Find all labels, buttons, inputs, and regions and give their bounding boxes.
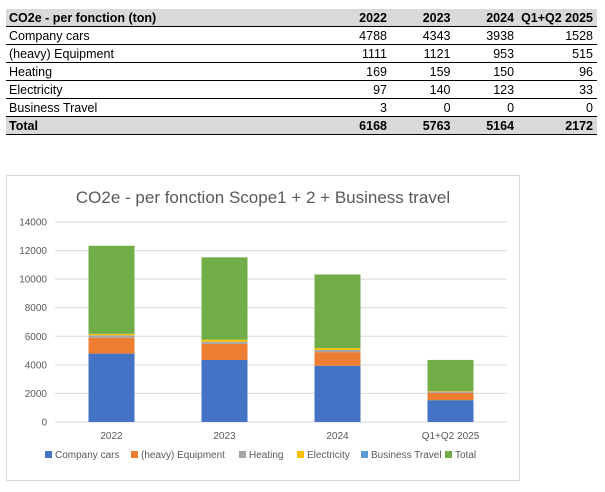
bar-segment — [427, 400, 474, 422]
legend-swatch — [45, 451, 52, 458]
y-tick-label: 4000 — [25, 360, 48, 371]
legend-swatch — [239, 451, 246, 458]
chart-frame: CO2e - per fonction Scope1 + 2 + Busines… — [6, 175, 520, 481]
co2e-table: CO2e - per fonction (ton) 2022 2023 2024… — [6, 9, 597, 135]
cell-value: 169 — [327, 62, 391, 81]
bars — [88, 245, 474, 422]
bar-segment — [427, 391, 474, 393]
y-tick-label: 10000 — [19, 275, 47, 286]
table-row: (heavy) Equipment 1111 1121 953 515 — [6, 44, 597, 63]
stacked-bar-chart: CO2e - per fonction Scope1 + 2 + Busines… — [19, 188, 507, 461]
bar-segment — [88, 353, 135, 422]
table-row: Heating 169 159 150 96 — [6, 62, 597, 81]
y-tick-label: 6000 — [25, 332, 48, 343]
legend-label: Business Travel — [371, 450, 442, 461]
cell-value: 953 — [454, 44, 519, 63]
bar-segment — [88, 335, 135, 338]
legend-swatch — [131, 451, 138, 458]
row-label: Business Travel — [6, 98, 328, 117]
cell-value: 150 — [454, 62, 519, 81]
cell-value: 4343 — [390, 26, 455, 45]
legend-swatch — [297, 451, 304, 458]
legend-label: Heating — [249, 450, 283, 461]
legend-label: (heavy) Equipment — [141, 450, 225, 461]
x-tick-label: 2024 — [326, 431, 349, 442]
y-tick-label: 8000 — [25, 303, 48, 314]
cell-value: 515 — [518, 44, 597, 63]
bar-segment — [201, 339, 248, 342]
legend: Company cars (heavy) Equipment Heating Elec… — [45, 450, 476, 461]
y-axis-ticks: 0 2000 4000 6000 8000 10000 12000 14000 — [19, 218, 47, 429]
cell-value: 97 — [327, 80, 391, 99]
bar-segment — [314, 274, 361, 349]
row-label: (heavy) Equipment — [6, 44, 328, 63]
bar-segment — [88, 337, 135, 354]
total-value: 6168 — [327, 116, 391, 135]
row-label: Heating — [6, 62, 328, 81]
cell-value: 140 — [390, 80, 455, 99]
y-tick-label: 0 — [41, 418, 47, 429]
bar-segment — [201, 359, 248, 422]
bar-segment — [201, 341, 248, 344]
cell-value: 33 — [518, 80, 597, 99]
cell-value: 1111 — [327, 44, 391, 63]
bar-segment — [427, 392, 474, 401]
bar-segment — [201, 343, 248, 360]
x-tick-label: 2022 — [100, 431, 123, 442]
cell-value: 0 — [518, 98, 597, 117]
header-cell: Q1+Q2 2025 — [518, 9, 597, 27]
table-row: Electricity 97 140 123 33 — [6, 80, 597, 99]
row-label: Company cars — [6, 26, 328, 45]
legend-swatch — [361, 451, 368, 458]
header-cell: 2023 — [390, 9, 455, 27]
header-cell: 2024 — [454, 9, 519, 27]
total-value: 2172 — [518, 116, 597, 135]
cell-value: 1528 — [518, 26, 597, 45]
header-cell: 2022 — [327, 9, 391, 27]
bar-segment — [427, 359, 474, 391]
chart-title: CO2e - per fonction Scope1 + 2 + Busines… — [76, 188, 450, 207]
bar-segment — [314, 365, 361, 422]
x-tick-label: 2023 — [213, 431, 236, 442]
x-tick-label: Q1+Q2 2025 — [422, 431, 480, 442]
cell-value: 159 — [390, 62, 455, 81]
cell-value: 3938 — [454, 26, 519, 45]
y-tick-label: 2000 — [25, 389, 48, 400]
y-tick-label: 12000 — [19, 246, 47, 257]
bar-segment — [314, 349, 361, 353]
total-label: Total — [6, 116, 328, 135]
total-value: 5164 — [454, 116, 519, 135]
bar-segment — [88, 245, 135, 334]
legend-label: Electricity — [307, 450, 350, 461]
bar-segment — [88, 333, 135, 336]
legend-label: Total — [455, 450, 476, 461]
row-label: Electricity — [6, 80, 328, 99]
table-header-row: CO2e - per fonction (ton) 2022 2023 2024… — [6, 9, 597, 27]
table-row: Business Travel 3 0 0 0 — [6, 98, 597, 117]
header-cell: CO2e - per fonction (ton) — [6, 9, 328, 27]
cell-value: 123 — [454, 80, 519, 99]
cell-value: 0 — [454, 98, 519, 117]
bar-segment — [314, 352, 361, 366]
cell-value: 3 — [327, 98, 391, 117]
table-row: Company cars 4788 4343 3938 1528 — [6, 26, 597, 45]
bar-segment — [314, 348, 361, 350]
legend-label: Company cars — [55, 450, 119, 461]
total-value: 5763 — [390, 116, 455, 135]
legend-swatch — [445, 451, 452, 458]
cell-value: 0 — [390, 98, 455, 117]
table-total-row: Total 6168 5763 5164 2172 — [6, 116, 597, 135]
cell-value: 4788 — [327, 26, 391, 45]
bar-segment — [201, 257, 248, 340]
cell-value: 1121 — [390, 44, 455, 63]
x-axis-ticks: 2022 2023 2024 Q1+Q2 2025 — [100, 431, 479, 442]
y-tick-label: 14000 — [19, 218, 47, 229]
cell-value: 96 — [518, 62, 597, 81]
